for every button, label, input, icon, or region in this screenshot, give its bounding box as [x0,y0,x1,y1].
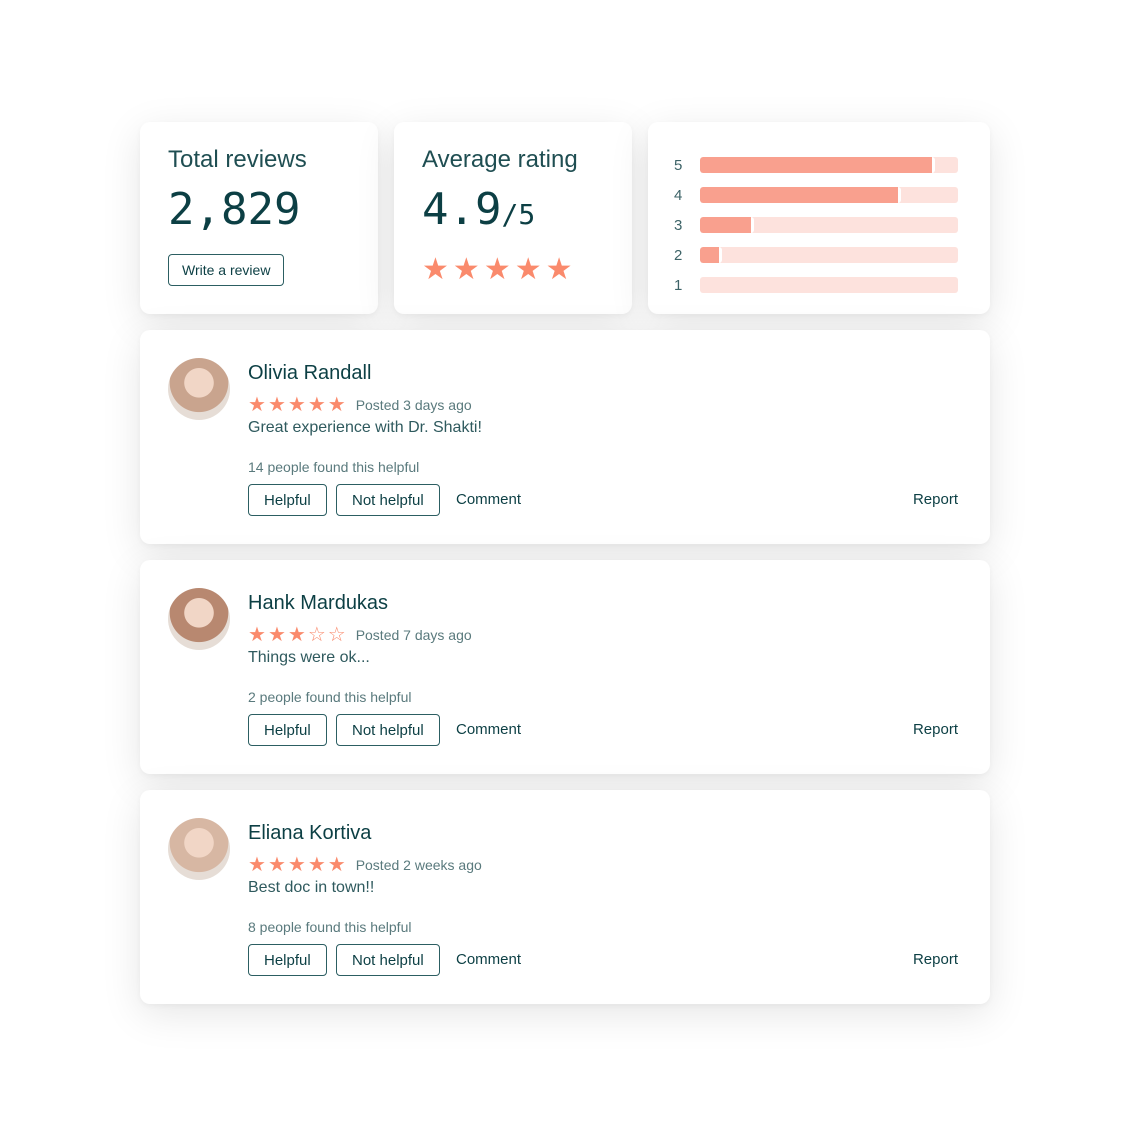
average-value: 4.9 [422,184,502,235]
not-helpful-button[interactable]: Not helpful [336,944,440,976]
review-text: Things were ok... [248,649,370,666]
comment-link[interactable]: Comment [456,491,522,508]
star-icon: ★ [248,394,268,416]
helpful-count: 2 people found this helpful [248,689,412,705]
star-icon: ★ [267,394,288,416]
helpful-button[interactable]: Helpful [248,944,327,976]
review-card: Olivia Randall ★ ★ ★ ★ ★ Posted 3 days ago Gr… [140,330,990,544]
rating-bar-row: 3 [674,210,958,240]
total-reviews-title: Total reviews [168,146,307,173]
total-reviews-card: Total reviews 2,829 Write a review [140,122,378,314]
rating-bar-fill [700,247,722,263]
star-icon: ★ [514,253,546,286]
avatar [168,588,230,650]
posted-date: Posted 3 days ago [355,396,472,413]
rating-bar-track [700,157,958,173]
star-icon: ★ [248,854,268,876]
rating-bar-track [700,247,958,263]
review-stars: ★ ★ ★ ☆ ☆ [248,622,348,647]
not-helpful-button[interactable]: Not helpful [336,714,440,746]
rating-distribution: 5 4 3 2 1 [674,150,958,300]
star-icon: ★ [267,624,288,646]
review-card: Hank Mardukas ★ ★ ★ ☆ ☆ Posted 7 days ago Thi… [140,560,990,774]
rating-bar-track [700,277,958,293]
rating-distribution-card: 5 4 3 2 1 [648,122,990,314]
rating-bar-row: 2 [674,240,958,270]
rating-bar-label: 5 [674,156,683,174]
review-stars: ★ ★ ★ ★ ★ [248,852,348,877]
helpful-count: 14 people found this helpful [248,459,420,475]
report-link[interactable]: Report [912,721,958,738]
comment-link[interactable]: Comment [456,721,522,738]
rating-bar-label: 2 [674,246,683,264]
rating-bar-row: 4 [674,180,958,210]
helpful-button[interactable]: Helpful [248,484,327,516]
comment-link[interactable]: Comment [456,951,522,968]
rating-bar-track [700,217,958,233]
reviewer-name: Olivia Randall [248,362,372,384]
star-icon: ★ [248,624,268,646]
star-icon: ★ [287,624,308,646]
rating-bar-row: 1 [674,270,958,300]
not-helpful-button[interactable]: Not helpful [336,484,440,516]
average-rating-card: Average rating 4.9/5 ★ ★ ★ ★ ★ [394,122,632,314]
rating-bar-label: 3 [674,216,683,234]
review-text: Best doc in town!! [248,879,375,896]
avatar [168,818,230,880]
star-icon: ★ [422,253,453,286]
star-icon: ★ [307,854,328,876]
star-icon: ★ [483,253,515,286]
rating-bar-fill [700,217,755,233]
helpful-button[interactable]: Helpful [248,714,327,746]
rating-bar-row: 5 [674,150,958,180]
star-icon: ★ [327,394,348,416]
total-reviews-value: 2,829 [168,184,301,235]
rating-bar-track [700,187,958,203]
review-stars: ★ ★ ★ ★ ★ [248,392,348,417]
rating-bar-label: 4 [674,186,683,204]
write-review-button[interactable]: Write a review [168,254,285,286]
star-icon: ★ [545,253,577,286]
star-icon: ★ [267,854,288,876]
review-card: Eliana Kortiva ★ ★ ★ ★ ★ Posted 2 weeks ago B… [140,790,990,1004]
average-rating-title: Average rating [422,146,578,173]
reviewer-name: Eliana Kortiva [248,822,372,844]
rating-bar-fill [700,157,935,173]
helpful-count: 8 people found this helpful [248,919,412,935]
review-text: Great experience with Dr. Shakti! [248,419,482,436]
avatar [168,358,230,420]
star-icon: ★ [307,394,328,416]
star-icon: ★ [327,854,348,876]
posted-date: Posted 7 days ago [355,626,472,643]
report-link[interactable]: Report [912,951,958,968]
star-outline-icon: ☆ [307,624,328,646]
rating-bar-label: 1 [674,276,683,294]
average-suffix: /5 [501,198,536,231]
star-icon: ★ [287,854,308,876]
rating-bar-fill [700,187,902,203]
average-rating-value: 4.9/5 [422,184,535,235]
average-stars: ★ ★ ★ ★ ★ [422,252,577,287]
star-icon: ★ [287,394,308,416]
posted-date: Posted 2 weeks ago [355,856,482,873]
report-link[interactable]: Report [912,491,958,508]
star-outline-icon: ☆ [327,624,348,646]
reviewer-name: Hank Mardukas [248,592,389,614]
star-icon: ★ [452,253,484,286]
